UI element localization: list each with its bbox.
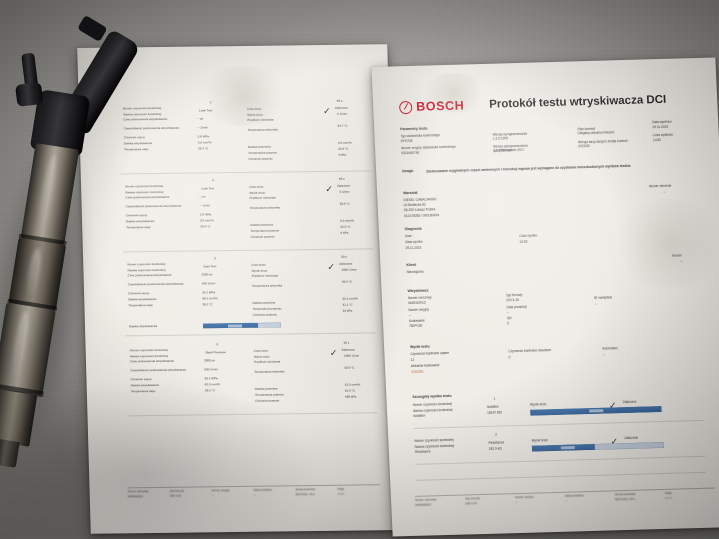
photo-scene: Numer czynności kontrolnejNazwa czynnośc… (0, 0, 719, 539)
desk-vignette (0, 0, 719, 539)
